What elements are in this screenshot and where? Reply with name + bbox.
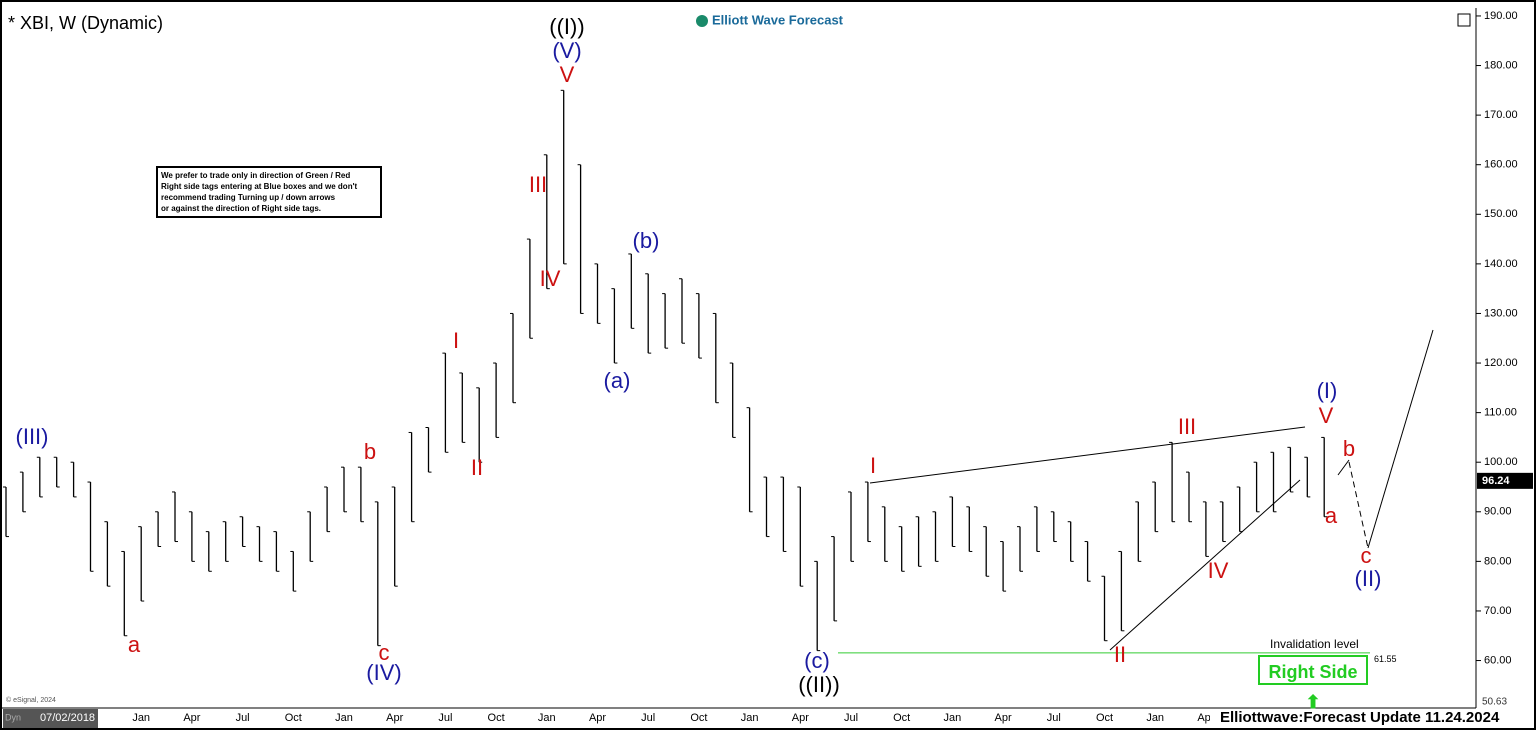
y-tick-label: 120.00 — [1484, 357, 1518, 369]
notice-line: recommend trading Turning up / down arro… — [161, 193, 336, 202]
source: © eSignal, 2024 — [6, 696, 56, 704]
wave-label: b — [364, 439, 376, 464]
x-tick-label: Jan — [741, 712, 759, 724]
footer: Elliottwave:Forecast Update 11.24.2024 — [1220, 709, 1500, 726]
y-tick-label: 60.00 — [1484, 654, 1512, 666]
x-tick-label: Jan — [335, 712, 353, 724]
y-axis-min-label: 50.63 — [1482, 697, 1507, 708]
x-tick-label: Jul — [236, 712, 250, 724]
x-tick-label: Jan — [1146, 712, 1164, 724]
wave-label: (V) — [552, 38, 581, 63]
wave-label: (c) — [804, 648, 830, 673]
wave-label: (I) — [1317, 378, 1338, 403]
wave-label: c — [379, 640, 390, 665]
trendline — [869, 426, 1306, 484]
chart-title: * XBI, W (Dynamic) — [8, 13, 163, 33]
y-tick-label: 130.00 — [1484, 307, 1518, 319]
y-tick-label: 140.00 — [1484, 258, 1518, 270]
projection-dashed — [1348, 461, 1369, 549]
x-tick-label: Oct — [488, 712, 505, 724]
wave-label: V — [560, 62, 575, 87]
x-tick-label: Jul — [641, 712, 655, 724]
x-tick-label: Apr — [183, 712, 200, 724]
wave-label: c — [1361, 543, 1372, 568]
invalidation-label: Invalidation level — [1270, 637, 1359, 651]
notice-line: We prefer to trade only in direction of … — [161, 171, 351, 180]
wave-label: IV — [1208, 558, 1229, 583]
last-price-box — [1477, 472, 1533, 489]
x-tick-label: Jan — [944, 712, 962, 724]
wave-label: I — [870, 453, 876, 478]
brand: Elliott Wave Forecast — [712, 12, 844, 27]
y-tick-label: 190.00 — [1484, 10, 1518, 22]
wave-label: I — [453, 328, 459, 353]
y-tick-label: 160.00 — [1484, 159, 1518, 171]
x-tick-label: Oct — [1096, 712, 1113, 724]
wave-label: ((II)) — [798, 672, 840, 697]
x-tick-label: Apr — [386, 712, 403, 724]
cursor-date: 07/02/2018 — [40, 712, 95, 724]
notice-line: Right side tags entering at Blue boxes a… — [161, 182, 358, 191]
wave-label: (a) — [604, 368, 631, 393]
x-tick-label: Jan — [132, 712, 150, 724]
notice-line: or against the direction of Right side t… — [161, 204, 322, 213]
y-tick-label: 90.00 — [1484, 506, 1512, 518]
footer-bg — [1210, 709, 1474, 728]
window-icon[interactable] — [1457, 13, 1471, 27]
last-price-label: 96.24 — [1482, 475, 1510, 487]
x-tick-label: Jul — [844, 712, 858, 724]
x-tick-label: Apr — [792, 712, 809, 724]
projection — [1337, 459, 1350, 476]
x-tick-label: Oct — [690, 712, 707, 724]
trendline — [1109, 479, 1301, 651]
y-tick-label: 80.00 — [1484, 555, 1512, 567]
wave-label: (III) — [16, 424, 49, 449]
wave-label: a — [128, 632, 141, 657]
notice: We prefer to trade only in direction of … — [156, 166, 382, 218]
invalidation-value: 61.55 — [1374, 654, 1397, 664]
y-tick-label: 180.00 — [1484, 59, 1518, 71]
x-tick-label: Jan — [538, 712, 556, 724]
x-tick-label: Jul — [438, 712, 452, 724]
x-tick-label: Oct — [893, 712, 910, 724]
logo-icon — [696, 15, 708, 27]
x-tick-label: Jul — [1047, 712, 1061, 724]
x-tick-label: Apr — [589, 712, 606, 724]
x-tick-label: Apr — [995, 712, 1012, 724]
wave-label: (b) — [633, 228, 660, 253]
wave-label: ((I)) — [549, 14, 584, 39]
wave-label: V — [1319, 403, 1334, 428]
wave-label: b — [1343, 436, 1355, 461]
right-side-button[interactable]: Right Side ⬆ — [1258, 655, 1368, 712]
mode: Dyn — [5, 712, 21, 722]
wave-label: IV — [540, 266, 561, 291]
projection — [1367, 329, 1434, 549]
y-tick-label: 170.00 — [1484, 109, 1518, 121]
wave-label: II — [1114, 642, 1126, 667]
wave-label: III — [529, 172, 547, 197]
button-label: Right Side — [1268, 662, 1358, 682]
wave-label: (IV) — [366, 660, 401, 685]
x-tick-label: Oct — [285, 712, 302, 724]
wave-label: a — [1325, 503, 1338, 528]
y-tick-label: 150.00 — [1484, 208, 1518, 220]
y-tick-label: 70.00 — [1484, 605, 1512, 617]
wave-label: II — [471, 455, 483, 480]
wave-label: III — [1178, 414, 1196, 439]
y-tick-label: 100.00 — [1484, 456, 1518, 468]
date-box — [3, 709, 98, 728]
wave-label: (II) — [1355, 566, 1382, 591]
y-tick-label: 110.00 — [1484, 407, 1517, 419]
